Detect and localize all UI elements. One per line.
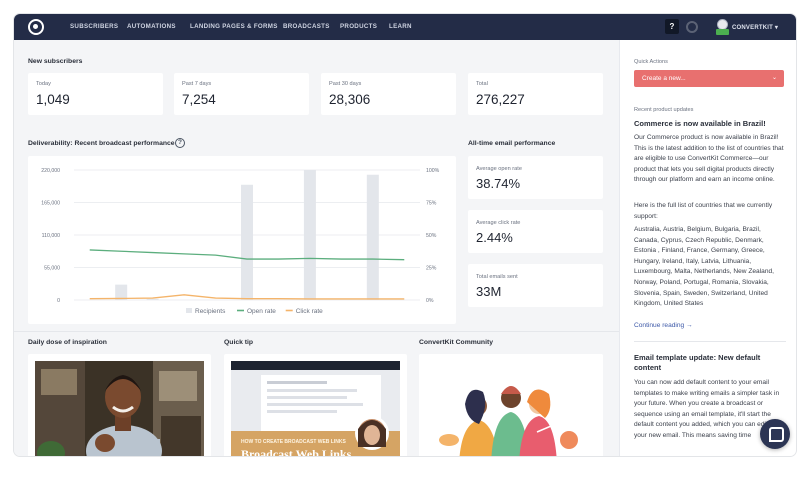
chart-series-line <box>89 294 405 300</box>
chart-left-tick-label: 165,000 <box>41 201 60 207</box>
chevron-down-icon: ⌄ <box>771 75 777 81</box>
update-paragraph: Australia, Austria, Belgium, Bulgaria, B… <box>634 226 775 308</box>
account-menu[interactable]: CONVERTKIT ▾ <box>732 24 778 31</box>
update-title: Email template update: New default conte… <box>634 353 761 372</box>
stat-label: Past 30 days <box>329 81 362 87</box>
chart-bar <box>115 284 128 300</box>
chart-bar <box>303 170 316 300</box>
inspiration-heading: Daily dose of inspiration <box>28 339 107 346</box>
inspiration-photo <box>35 361 204 456</box>
nav-automations[interactable]: AUTOMATIONS <box>127 23 176 30</box>
new-subscribers-heading: New subscribers <box>28 58 83 65</box>
update-title: Commerce is now available in Brazil! <box>634 119 766 128</box>
nav-landing-pages-forms[interactable]: LANDING PAGES & FORMS <box>190 23 278 30</box>
stat-label: Total <box>476 81 488 87</box>
avatar-badge <box>716 29 729 35</box>
perf-value: 2.44% <box>476 230 513 245</box>
tip-banner-subtitle: HOW TO CREATE BROADCAST WEB LINKS <box>241 439 346 445</box>
stat-value: 28,306 <box>329 92 371 107</box>
chevron-down-icon: ▾ <box>774 25 779 31</box>
stat-value: 7,254 <box>182 92 216 107</box>
dashboard-main: New subscribers Today 1,049 Past 7 days … <box>14 40 619 456</box>
nav-products[interactable]: PRODUCTS <box>340 23 378 30</box>
chart-right-tick-label: 0% <box>426 298 434 304</box>
chart-left-tick-label: 220,000 <box>41 168 60 174</box>
quick-actions-label: Quick Actions <box>634 59 668 65</box>
avatar[interactable] <box>716 19 729 35</box>
chart-bar <box>146 298 159 300</box>
quick-tip-image: HOW TO CREATE BROADCAST WEB LINKS Broadc… <box>231 361 400 456</box>
chart-legend-label: Open rate <box>247 308 276 315</box>
chart-legend-label: Click rate <box>296 308 323 315</box>
recent-updates-label: Recent product updates <box>634 107 694 113</box>
stat-value: 276,227 <box>476 92 525 107</box>
account-name: CONVERTKIT <box>732 25 773 31</box>
chart-right-tick-label: 100% <box>426 168 440 174</box>
chart-left-tick-label: 110,000 <box>42 233 60 239</box>
chart-bar <box>366 174 379 300</box>
perf-label: Average open rate <box>476 166 522 172</box>
nav-subscribers[interactable]: SUBSCRIBERS <box>70 23 119 30</box>
chart-legend-label: Recipients <box>195 308 226 315</box>
help-icon[interactable]: ? <box>665 19 679 34</box>
broadcast-performance-chart: 220,000 100% 165,000 75% 110,000 50% 55,000 25%… <box>28 156 456 324</box>
sidebar-divider <box>634 341 786 342</box>
community-heading: ConvertKit Community <box>419 339 494 346</box>
stat-card-today[interactable]: Today 1,049 <box>28 73 163 115</box>
community-illustration <box>419 354 603 456</box>
community-card[interactable] <box>419 354 603 456</box>
update-paragraph: You can now add default content to your … <box>634 379 780 439</box>
chart-left-tick-label: 55,000 <box>44 266 60 272</box>
nav-learn[interactable]: LEARN <box>389 23 412 30</box>
inspiration-card[interactable] <box>28 354 211 456</box>
top-navigation-bar: SUBSCRIBERS AUTOMATIONS LANDING PAGES & … <box>14 14 796 40</box>
quick-tip-heading: Quick tip <box>224 339 254 346</box>
convertkit-logo-icon[interactable] <box>28 19 44 35</box>
section-divider <box>14 331 619 332</box>
chart-series-line <box>89 249 405 261</box>
chart-svg: 220,000 100% 165,000 75% 110,000 50% 55,000 25%… <box>41 168 440 315</box>
chart-right-tick-label: 50% <box>426 233 437 239</box>
perf-card-open-rate: Average open rate 38.74% <box>468 156 603 199</box>
all-time-heading: All-time email performance <box>468 140 556 147</box>
perf-value: 33M <box>476 284 502 299</box>
nav-broadcasts[interactable]: BROADCASTS <box>283 23 330 30</box>
create-dropdown-label: Create a new... <box>642 75 686 82</box>
stat-card-past-7-days[interactable]: Past 7 days 7,254 <box>174 73 309 115</box>
chart-right-tick-label: 75% <box>426 201 437 207</box>
perf-card-emails-sent: Total emails sent 33M <box>468 264 603 307</box>
stat-card-past-30-days[interactable]: Past 30 days 28,306 <box>321 73 456 115</box>
chat-icon[interactable] <box>760 419 790 449</box>
sidebar: Quick Actions Create a new... ⌄ Recent p… <box>619 40 796 456</box>
deliverability-heading: Deliverability: Recent broadcast perform… <box>28 140 175 147</box>
help-circle-icon[interactable]: ? <box>175 138 185 148</box>
perf-label: Average click rate <box>476 220 521 226</box>
update-paragraph: Our Commerce product is now available in… <box>634 134 784 184</box>
perf-value: 38.74% <box>476 176 521 191</box>
update-paragraph: Here is the full list of countries that … <box>634 202 773 220</box>
app-window: SUBSCRIBERS AUTOMATIONS LANDING PAGES & … <box>14 14 796 456</box>
stat-label: Today <box>36 81 51 87</box>
continue-reading-link[interactable]: Continue reading → <box>634 322 693 329</box>
stat-value: 1,049 <box>36 92 70 107</box>
stat-label: Past 7 days <box>182 81 212 87</box>
perf-card-click-rate: Average click rate 2.44% <box>468 210 603 253</box>
tip-banner-title: Broadcast Web Links <box>241 447 352 456</box>
create-new-dropdown[interactable]: Create a new... ⌄ <box>634 70 784 87</box>
chart-left-tick-label: 0 <box>57 298 60 304</box>
chart-bar <box>241 184 253 300</box>
quick-tip-card[interactable]: HOW TO CREATE BROADCAST WEB LINKS Broadc… <box>224 354 407 456</box>
notification-ring-icon[interactable] <box>686 21 698 33</box>
chart-right-tick-label: 25% <box>426 266 437 272</box>
stat-card-total[interactable]: Total 276,227 <box>468 73 603 115</box>
perf-label: Total emails sent <box>476 274 518 280</box>
chart-legend-swatch <box>186 308 192 313</box>
